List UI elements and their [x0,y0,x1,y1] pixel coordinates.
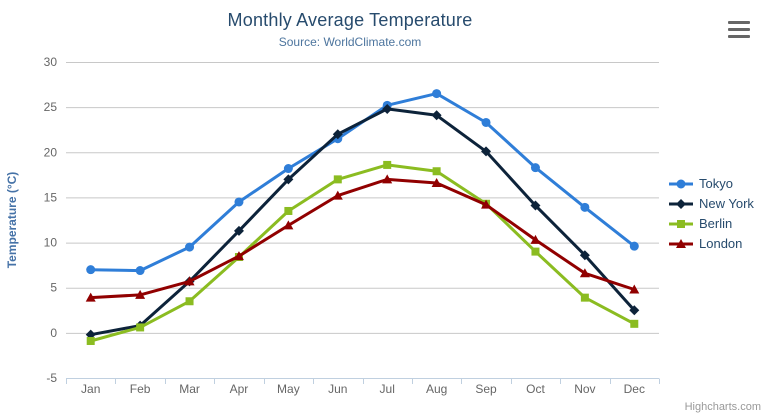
data-point-marker[interactable] [677,219,685,228]
legend-label: London [699,236,743,251]
series-line-berlin [89,163,636,343]
data-point-marker[interactable] [136,323,145,332]
data-point-marker[interactable] [135,289,146,299]
x-axis-label: Jan [81,382,100,396]
data-point-marker[interactable] [629,284,640,294]
legend-item-london[interactable]: London [668,236,754,251]
x-axis-label: Jul [380,382,395,396]
x-axis-label: Mar [179,382,200,396]
data-point-marker[interactable] [580,293,589,302]
hamburger-icon [728,35,750,38]
data-point-marker[interactable] [432,89,442,99]
data-point-marker[interactable] [382,103,393,114]
x-axis-label: Apr [230,382,249,396]
data-point-marker[interactable] [629,305,640,316]
data-point-marker[interactable] [185,242,195,252]
legend-triangle-icon [669,238,693,248]
data-point-marker[interactable] [86,336,95,345]
legend-circle-icon [669,179,693,188]
x-axis-label: Nov [574,382,595,396]
y-axis-label: 0 [50,326,57,340]
y-axis-label: 15 [44,190,58,204]
y-axis-title: Temperature (°C) [5,172,19,269]
data-point-marker[interactable] [481,199,492,209]
series-line-new-york [89,107,636,337]
data-point-marker[interactable] [676,238,686,248]
data-point-marker[interactable] [86,265,96,275]
legend: Tokyo New York Berlin London [668,176,754,251]
data-point-marker[interactable] [481,117,491,127]
legend-label: New York [699,196,754,211]
data-point-marker[interactable] [283,174,294,185]
data-point-marker[interactable] [531,247,540,256]
legend-item-new-york[interactable]: New York [668,196,754,211]
legend-diamond-icon [669,198,693,209]
x-axis-label: Feb [130,382,151,396]
x-axis-label: Oct [526,382,545,396]
y-axis-label: 30 [44,55,58,69]
x-axis-label: Jun [328,382,347,396]
data-point-marker[interactable] [233,251,244,261]
series-new-york[interactable] [85,103,640,340]
data-point-marker[interactable] [530,234,541,244]
data-point-marker[interactable] [283,220,294,230]
series-tokyo[interactable] [86,89,639,276]
series-london[interactable] [85,174,640,302]
data-point-marker[interactable] [233,225,244,236]
data-point-marker[interactable] [332,129,343,140]
legend-item-berlin[interactable]: Berlin [668,216,754,231]
data-point-marker[interactable] [579,250,590,261]
data-point-marker[interactable] [333,175,342,184]
legend-item-tokyo[interactable]: Tokyo [668,176,754,191]
x-axis-label: Aug [426,382,447,396]
legend-label: Tokyo [699,176,733,191]
data-point-marker[interactable] [530,163,540,173]
data-point-marker[interactable] [184,276,195,286]
data-point-marker[interactable] [676,198,686,209]
data-point-marker[interactable] [530,200,541,211]
data-point-marker[interactable] [284,206,293,215]
x-axis-label: Dec [624,382,645,396]
hamburger-icon [728,28,750,31]
data-point-marker[interactable] [481,146,492,157]
data-point-marker[interactable] [234,197,244,207]
hamburger-icon [728,21,750,24]
x-axis-label: Sep [475,382,497,396]
data-point-marker[interactable] [383,160,392,169]
data-point-marker[interactable] [431,177,442,187]
series-line-london [89,177,636,300]
data-point-marker[interactable] [431,110,442,121]
data-point-marker[interactable] [676,179,686,188]
data-point-marker[interactable] [432,167,441,176]
legend-label: Berlin [699,216,733,231]
data-point-marker[interactable] [185,297,194,306]
data-point-marker[interactable] [85,292,96,302]
data-point-marker[interactable] [580,202,590,212]
y-axis-label: 5 [50,281,57,295]
y-axis-label: 20 [44,145,58,159]
data-point-marker[interactable] [579,268,590,278]
data-point-marker[interactable] [382,174,393,184]
highcharts-credits[interactable]: Highcharts.com [684,401,761,413]
legend-square-icon [669,219,693,228]
data-point-marker[interactable] [332,190,343,200]
data-point-marker[interactable] [630,319,639,328]
data-point-marker[interactable] [135,266,145,276]
data-point-marker[interactable] [629,241,639,251]
export-menu-button[interactable] [728,21,750,38]
x-axis-label: May [277,382,300,396]
data-point-marker[interactable] [283,164,293,174]
y-axis-label: 10 [44,236,58,250]
y-axis-label: -5 [46,371,57,385]
y-axis-label: 25 [44,100,58,114]
